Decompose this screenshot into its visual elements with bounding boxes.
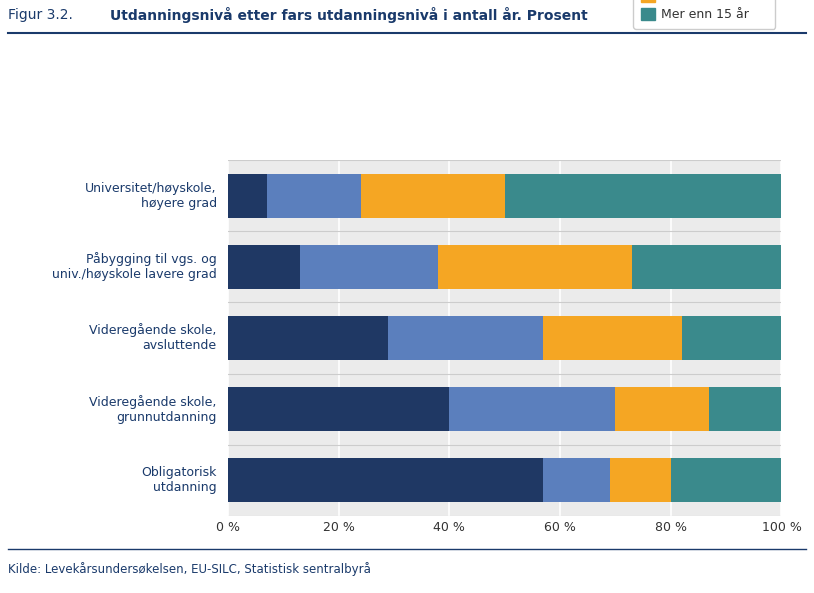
Bar bbox=[228, 174, 267, 218]
Bar bbox=[361, 174, 505, 218]
Bar bbox=[449, 387, 615, 431]
Bar bbox=[228, 245, 300, 289]
Bar bbox=[228, 387, 449, 431]
Text: Kilde: Levekårsundersøkelsen, EU-SILC, Statistisk sentralbyrå: Kilde: Levekårsundersøkelsen, EU-SILC, S… bbox=[8, 562, 371, 576]
Bar bbox=[505, 174, 781, 218]
Bar bbox=[544, 316, 682, 360]
Text: Figur 3.2.: Figur 3.2. bbox=[8, 8, 73, 22]
Text: Utdanningsnivå etter fars utdanningsnivå i antall år. Prosent: Utdanningsnivå etter fars utdanningsnivå… bbox=[110, 7, 588, 23]
Bar bbox=[615, 387, 710, 431]
Bar bbox=[610, 458, 671, 502]
Bar bbox=[228, 458, 544, 502]
Bar bbox=[267, 174, 361, 218]
Bar bbox=[710, 387, 781, 431]
Bar bbox=[438, 245, 632, 289]
Legend: Mindre enn 11 år, 11-13 år, 14-15 år, Mer enn 15 år: Mindre enn 11 år, 11-13 år, 14-15 år, Me… bbox=[633, 0, 775, 29]
Bar bbox=[632, 245, 781, 289]
Bar bbox=[228, 316, 388, 360]
Bar bbox=[671, 458, 781, 502]
Bar bbox=[300, 245, 438, 289]
Bar bbox=[388, 316, 544, 360]
Bar bbox=[682, 316, 781, 360]
Bar bbox=[544, 458, 610, 502]
